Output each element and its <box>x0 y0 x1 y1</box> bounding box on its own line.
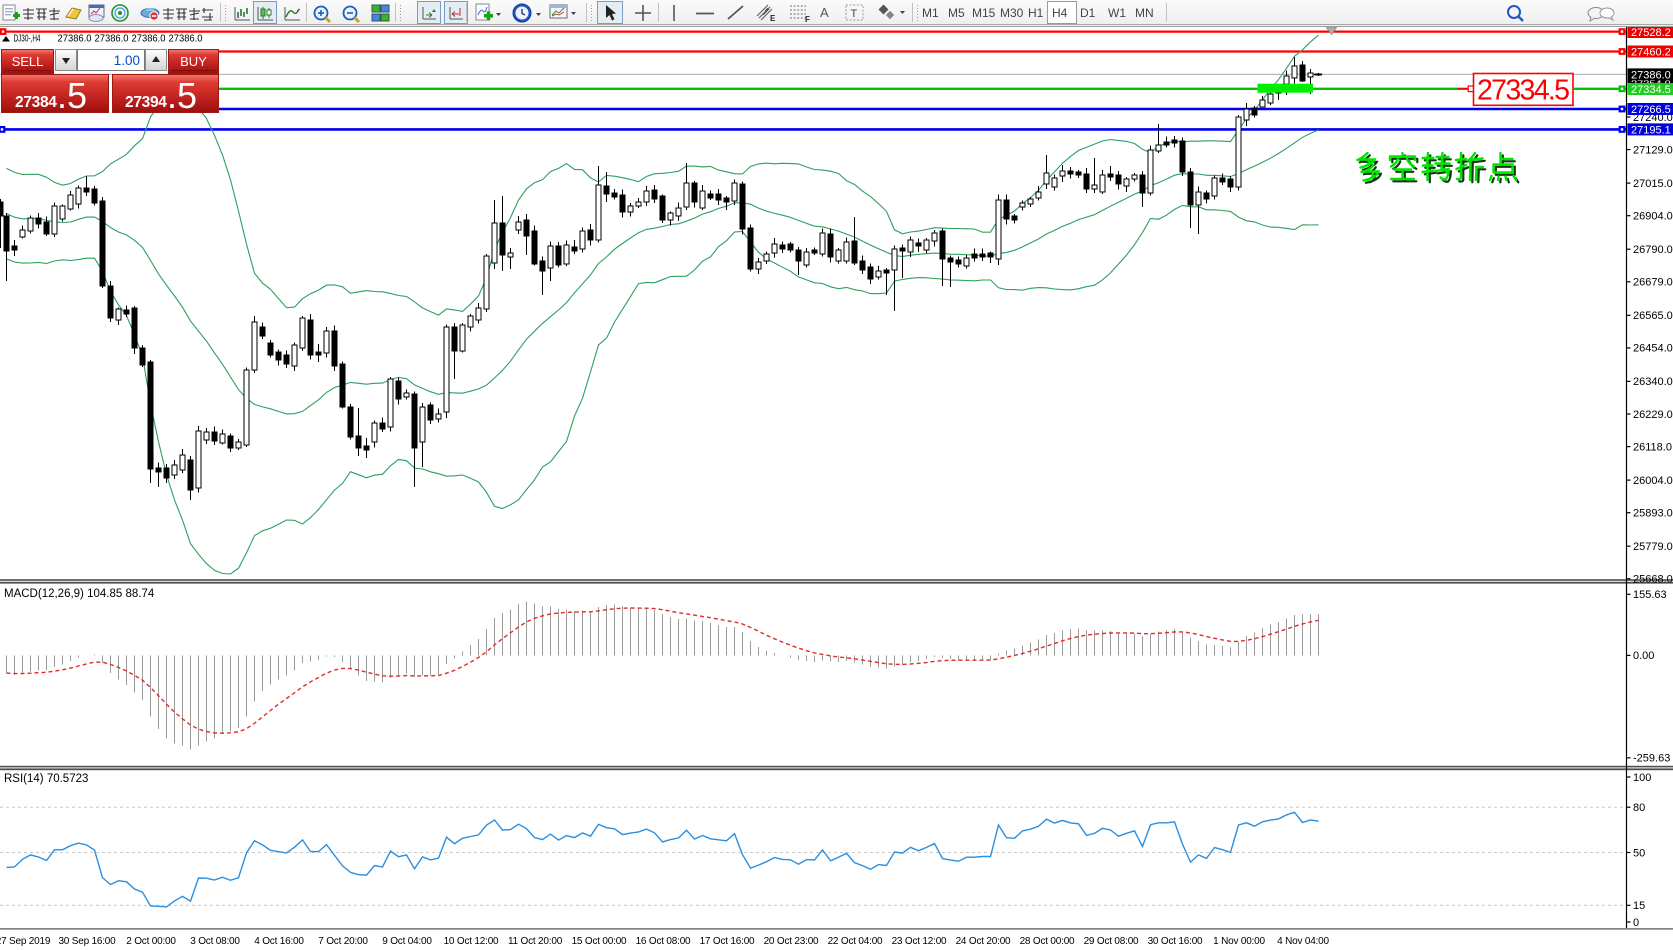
svg-text:9 Oct 04:00: 9 Oct 04:00 <box>382 936 432 947</box>
svg-text:27386.0: 27386.0 <box>169 34 203 45</box>
svg-text:29 Oct 08:00: 29 Oct 08:00 <box>1084 936 1139 947</box>
svg-text:26904.0: 26904.0 <box>1633 211 1673 223</box>
svg-text:27129.0: 27129.0 <box>1633 144 1673 156</box>
svg-text:26679.0: 26679.0 <box>1633 277 1673 289</box>
svg-text:26340.0: 26340.0 <box>1633 376 1673 388</box>
svg-text:28 Oct 00:00: 28 Oct 00:00 <box>1020 936 1075 947</box>
svg-text:E: E <box>770 14 776 23</box>
svg-text:11 Oct 20:00: 11 Oct 20:00 <box>508 936 563 947</box>
svg-text:26004.0: 26004.0 <box>1633 475 1673 487</box>
svg-text:80: 80 <box>1633 802 1645 814</box>
svg-text:27386.0: 27386.0 <box>58 34 92 45</box>
svg-text:3 Oct 08:00: 3 Oct 08:00 <box>190 936 240 947</box>
svg-text:4 Nov 04:00: 4 Nov 04:00 <box>1277 936 1329 947</box>
svg-text:23 Oct 12:00: 23 Oct 12:00 <box>892 936 947 947</box>
svg-text:27528.2: 27528.2 <box>1631 27 1671 39</box>
svg-text:25668.0: 25668.0 <box>1633 574 1673 586</box>
svg-text:30 Oct 16:00: 30 Oct 16:00 <box>1148 936 1203 947</box>
svg-text:RSI(14) 70.5723: RSI(14) 70.5723 <box>4 773 88 785</box>
svg-text:10 Oct 12:00: 10 Oct 12:00 <box>444 936 499 947</box>
svg-text:F: F <box>805 15 810 23</box>
svg-text:16 Oct 08:00: 16 Oct 08:00 <box>636 936 691 947</box>
svg-text:30 Sep 16:00: 30 Sep 16:00 <box>58 936 116 947</box>
svg-text:20 Oct 23:00: 20 Oct 23:00 <box>764 936 819 947</box>
svg-text:50: 50 <box>1633 847 1645 859</box>
svg-text:T: T <box>851 8 858 20</box>
svg-text:4 Oct 16:00: 4 Oct 16:00 <box>254 936 304 947</box>
svg-text:7 Oct 20:00: 7 Oct 20:00 <box>318 936 368 947</box>
svg-text:1 Nov 00:00: 1 Nov 00:00 <box>1213 936 1265 947</box>
svg-text:MACD(12,26,9) 104.85 88.74: MACD(12,26,9) 104.85 88.74 <box>4 588 155 600</box>
svg-text:27334.5: 27334.5 <box>1477 75 1570 107</box>
svg-text:27386.0: 27386.0 <box>95 34 129 45</box>
svg-text:15 Oct 00:00: 15 Oct 00:00 <box>572 936 627 947</box>
svg-text:DJ30-,H4: DJ30-,H4 <box>14 34 41 45</box>
svg-text:100: 100 <box>1633 772 1651 784</box>
svg-text:27386.0: 27386.0 <box>1631 69 1671 81</box>
svg-text:15: 15 <box>1633 900 1645 912</box>
svg-text:27015.0: 27015.0 <box>1633 178 1673 190</box>
svg-text:0.00: 0.00 <box>1633 650 1654 662</box>
svg-text:27195.1: 27195.1 <box>1631 124 1671 136</box>
svg-text:25893.0: 25893.0 <box>1633 508 1673 520</box>
svg-text:25779.0: 25779.0 <box>1633 541 1673 553</box>
svg-text:2 Oct 00:00: 2 Oct 00:00 <box>126 936 176 947</box>
svg-text:155.63: 155.63 <box>1633 589 1667 601</box>
svg-text:27 Sep 2019: 27 Sep 2019 <box>0 936 51 947</box>
svg-text:26565.0: 26565.0 <box>1633 310 1673 322</box>
svg-text:26229.0: 26229.0 <box>1633 409 1673 421</box>
svg-text:27334.5: 27334.5 <box>1631 84 1671 96</box>
svg-text:26454.0: 26454.0 <box>1633 343 1673 355</box>
svg-text:22 Oct 04:00: 22 Oct 04:00 <box>828 936 883 947</box>
svg-text:27354.0: 27354.0 <box>1631 79 1671 91</box>
svg-text:26118.0: 26118.0 <box>1633 441 1672 453</box>
svg-text:17 Oct 16:00: 17 Oct 16:00 <box>700 936 755 947</box>
svg-text:27460.2: 27460.2 <box>1631 47 1671 59</box>
svg-text:0: 0 <box>1633 917 1639 929</box>
svg-text:24 Oct 20:00: 24 Oct 20:00 <box>956 936 1011 947</box>
svg-text:-259.63: -259.63 <box>1633 753 1670 765</box>
svg-text:26790.0: 26790.0 <box>1633 244 1673 256</box>
svg-text:27266.5: 27266.5 <box>1631 104 1671 116</box>
svg-text:27386.0: 27386.0 <box>132 34 166 45</box>
